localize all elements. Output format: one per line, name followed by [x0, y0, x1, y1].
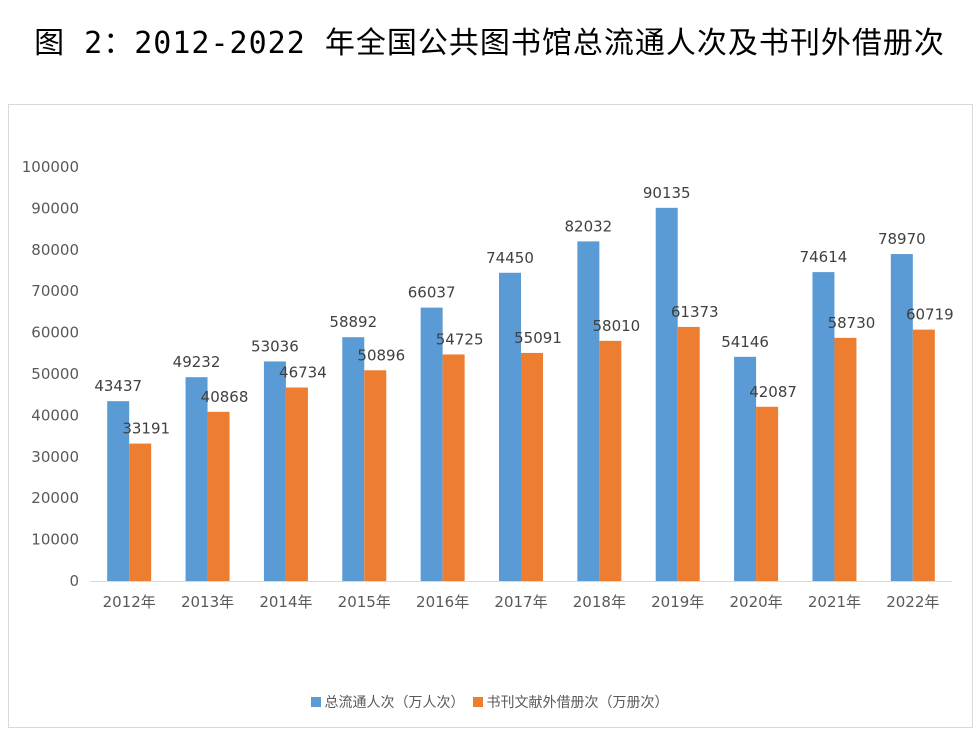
data-label: 40868: [201, 388, 249, 406]
bar-circulation: [185, 377, 208, 581]
bar-loans: [521, 352, 543, 581]
x-tick-label: 2017年: [494, 593, 547, 611]
bar-circulation: [655, 207, 678, 581]
legend-item: 总流通人次（万人次）: [310, 692, 465, 712]
bar-loans: [599, 340, 622, 581]
chart-frame: [8, 104, 973, 728]
bar-loans: [677, 326, 700, 581]
bar-loans: [756, 406, 779, 581]
data-label: 54725: [436, 330, 484, 348]
bar-loans: [129, 443, 152, 581]
y-tick-label: 90000: [31, 199, 79, 217]
y-tick-label: 100000: [22, 158, 79, 176]
bar-circulation: [107, 401, 130, 581]
bar-circulation: [812, 272, 835, 581]
y-tick-label: 0: [69, 572, 79, 590]
legend: 总流通人次（万人次） 书刊文献外借册次（万册次）: [0, 692, 979, 712]
bar-circulation: [890, 254, 913, 581]
legend-label: 总流通人次（万人次）: [324, 695, 465, 711]
data-label: 66037: [408, 284, 456, 302]
bar-loans: [912, 329, 935, 581]
x-tick-label: 2012年: [103, 593, 156, 611]
bar-loans: [442, 354, 465, 581]
bar-circulation: [342, 337, 365, 581]
data-label: 74450: [486, 249, 534, 267]
legend-swatch: [472, 697, 483, 707]
y-tick-label: 10000: [31, 531, 79, 549]
y-tick-label: 50000: [31, 365, 79, 383]
x-tick-label: 2020年: [729, 593, 782, 611]
x-tick-label: 2013年: [181, 593, 234, 611]
data-label: 61373: [671, 303, 719, 321]
y-tick-label: 70000: [31, 282, 79, 300]
data-label: 55091: [514, 329, 562, 347]
x-tick-label: 2021年: [808, 593, 861, 611]
data-label: 46734: [279, 364, 327, 382]
data-label: 82032: [565, 217, 613, 235]
x-tick-label: 2018年: [573, 593, 626, 611]
bar-loans: [834, 337, 857, 581]
x-tick-label: 2015年: [338, 593, 391, 611]
data-label: 58892: [329, 313, 377, 331]
data-label: 50896: [357, 346, 405, 364]
y-tick-label: 20000: [31, 489, 79, 507]
data-label: 43437: [94, 377, 142, 395]
bar-circulation: [263, 361, 286, 581]
data-label: 60719: [906, 306, 954, 324]
x-tick-label: 2019年: [651, 593, 704, 611]
data-label: 42087: [749, 383, 797, 401]
data-label: 78970: [878, 230, 926, 248]
data-label: 54146: [721, 333, 769, 351]
bar-circulation: [734, 356, 757, 581]
y-tick-label: 80000: [31, 241, 79, 259]
data-label: 53036: [251, 337, 299, 355]
y-tick-label: 60000: [31, 324, 79, 342]
data-label: 74614: [800, 248, 848, 266]
y-tick-label: 40000: [31, 406, 79, 424]
data-label: 33191: [122, 420, 170, 438]
bar-loans: [364, 370, 387, 581]
bar-loans: [285, 387, 308, 581]
legend-label: 书刊文献外借册次（万册次）: [486, 695, 669, 711]
bar-circulation: [499, 272, 521, 581]
chart-title: 图 2：2012-2022 年全国公共图书馆总流通人次及书刊外借册次: [34, 26, 945, 61]
x-tick-label: 2014年: [259, 593, 312, 611]
data-label: 90135: [643, 184, 691, 202]
bar-circulation: [577, 241, 600, 582]
bar-loans: [207, 411, 230, 581]
x-tick-label: 2022年: [886, 593, 939, 611]
x-tick-label: 2016年: [416, 593, 469, 611]
y-tick-label: 30000: [31, 448, 79, 466]
data-label: 58730: [828, 314, 876, 332]
data-label: 58010: [593, 317, 641, 335]
bar-circulation: [420, 307, 443, 581]
legend-item: 书刊文献外借册次（万册次）: [472, 692, 669, 712]
data-label: 49232: [173, 353, 221, 371]
legend-swatch: [310, 697, 321, 707]
